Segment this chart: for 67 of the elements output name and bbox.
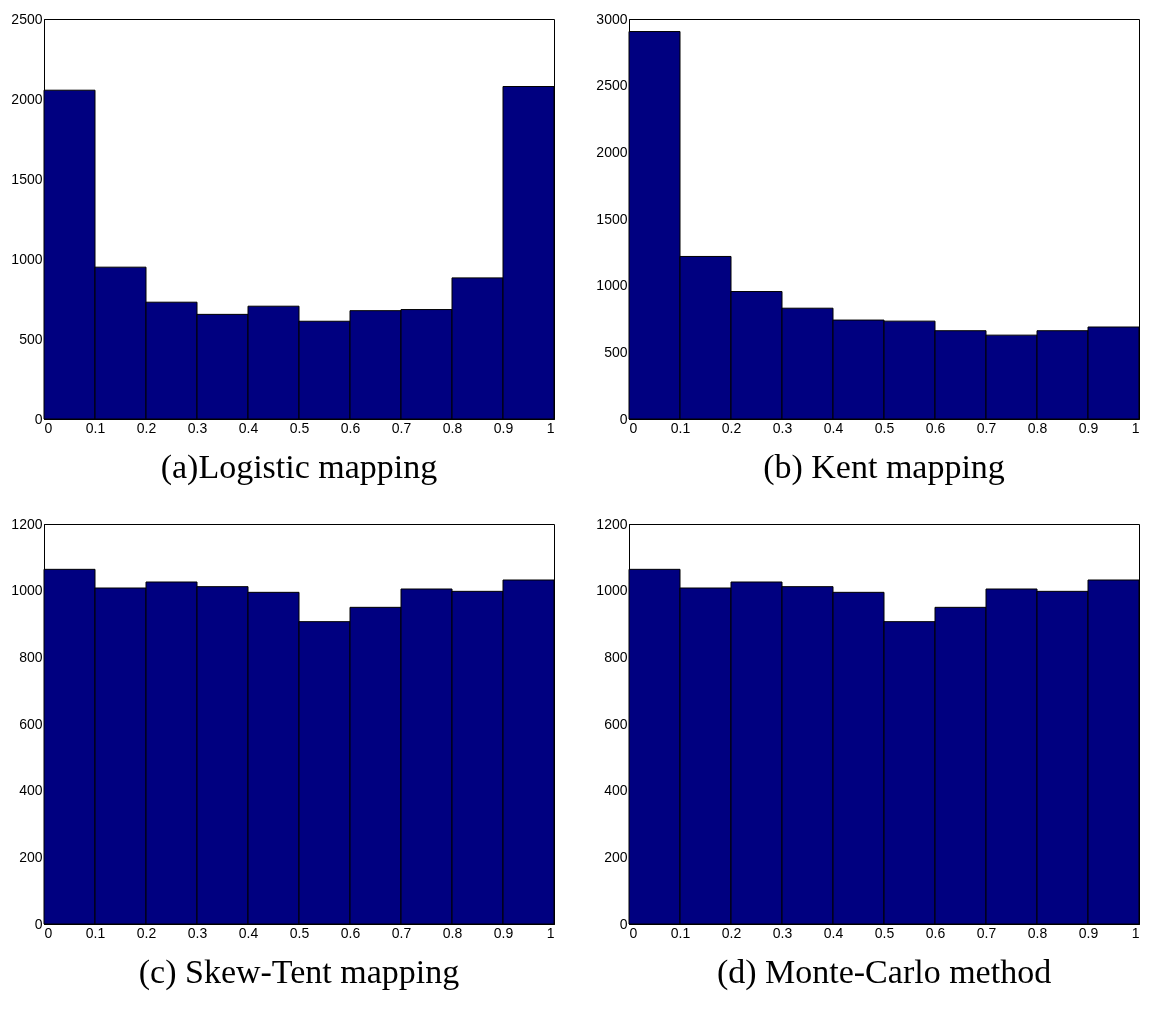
- x-tick-label: 0.9: [1078, 924, 1099, 941]
- x-tick-label: 0.2: [721, 924, 742, 941]
- x-tick-label: 0.7: [976, 419, 997, 436]
- y-tick-label: 400: [19, 782, 43, 799]
- x-tick-label: 0.1: [670, 924, 691, 941]
- x-tick-label: 0.2: [721, 419, 742, 436]
- y-tick-label: 1000: [11, 582, 43, 599]
- text: (b) Kent mapping: [763, 448, 1005, 486]
- y-tick-label: 400: [604, 782, 628, 799]
- x-tick-label: 0.3: [772, 924, 793, 941]
- x-tick-label: 0.2: [136, 419, 157, 436]
- x-tick-label: 0.3: [187, 924, 208, 941]
- y-tick-label: 1000: [596, 582, 628, 599]
- y-tick-label: 1200: [11, 515, 43, 532]
- y-tick-label: 1200: [596, 515, 628, 532]
- x-tick-label: 0.8: [442, 419, 463, 436]
- x-tick-label: 0.9: [493, 419, 514, 436]
- y-tick-label: 1500: [11, 170, 43, 187]
- y-tick-label: 1500: [596, 210, 628, 227]
- x-tick-label: 1: [1131, 419, 1140, 436]
- x-tick-label: 0.1: [85, 924, 106, 941]
- x-tick-label: 0.3: [187, 419, 208, 436]
- text: (c) Skew-Tent mapping: [138, 953, 460, 991]
- x-tick-label: 0.5: [874, 924, 895, 941]
- x-tick-label: 1: [1131, 924, 1140, 941]
- x-tick-label: 0.5: [289, 924, 310, 941]
- x-tick-label: 0.6: [340, 924, 361, 941]
- y-tick-label: 800: [19, 648, 43, 665]
- y-tick-label: 2500: [11, 10, 43, 27]
- x-tick-label: 0.8: [1027, 924, 1048, 941]
- text: (a)Logistic mapping: [160, 448, 438, 486]
- x-tick-label: 0.2: [136, 924, 157, 941]
- x-tick-label: 0.1: [85, 419, 106, 436]
- y-tick-label: 600: [19, 715, 43, 732]
- x-tick-label: 0.7: [976, 924, 997, 941]
- y-tick-label: 500: [19, 330, 43, 347]
- x-tick-label: 0.4: [238, 419, 259, 436]
- x-tick-label: 0.4: [823, 419, 844, 436]
- x-tick-label: 0.7: [391, 924, 412, 941]
- y-tick-label: 1000: [596, 277, 628, 294]
- x-tick-label: 0.6: [925, 419, 946, 436]
- x-tick-label: 0.6: [340, 419, 361, 436]
- y-tick-label: 800: [604, 648, 628, 665]
- x-tick-label: 0.7: [391, 419, 412, 436]
- y-tick-label: 200: [19, 848, 43, 865]
- x-tick-label: 0.6: [925, 924, 946, 941]
- x-tick-label: 0.4: [238, 924, 259, 941]
- x-tick-label: 0.1: [670, 419, 691, 436]
- x-tick-label: 1: [546, 419, 555, 436]
- x-tick-label: 0.9: [493, 924, 514, 941]
- x-tick-label: 1: [546, 924, 555, 941]
- x-tick-label: 0.8: [442, 924, 463, 941]
- text: (d) Monte-Carlo method: [716, 953, 1052, 991]
- y-tick-label: 2000: [11, 90, 43, 107]
- x-tick-label: 0.5: [874, 419, 895, 436]
- y-tick-label: 3000: [596, 10, 628, 27]
- x-tick-label: 0.5: [289, 419, 310, 436]
- x-tick-label: 0.9: [1078, 419, 1099, 436]
- y-tick-label: 500: [604, 343, 628, 360]
- y-tick-label: 2000: [596, 143, 628, 160]
- y-tick-label: 2500: [596, 77, 628, 94]
- y-tick-label: 200: [604, 848, 628, 865]
- x-tick-label: 0.8: [1027, 419, 1048, 436]
- x-tick-label: 0.3: [772, 419, 793, 436]
- y-tick-label: 600: [604, 715, 628, 732]
- x-tick-label: 0.4: [823, 924, 844, 941]
- y-tick-label: 1000: [11, 250, 43, 267]
